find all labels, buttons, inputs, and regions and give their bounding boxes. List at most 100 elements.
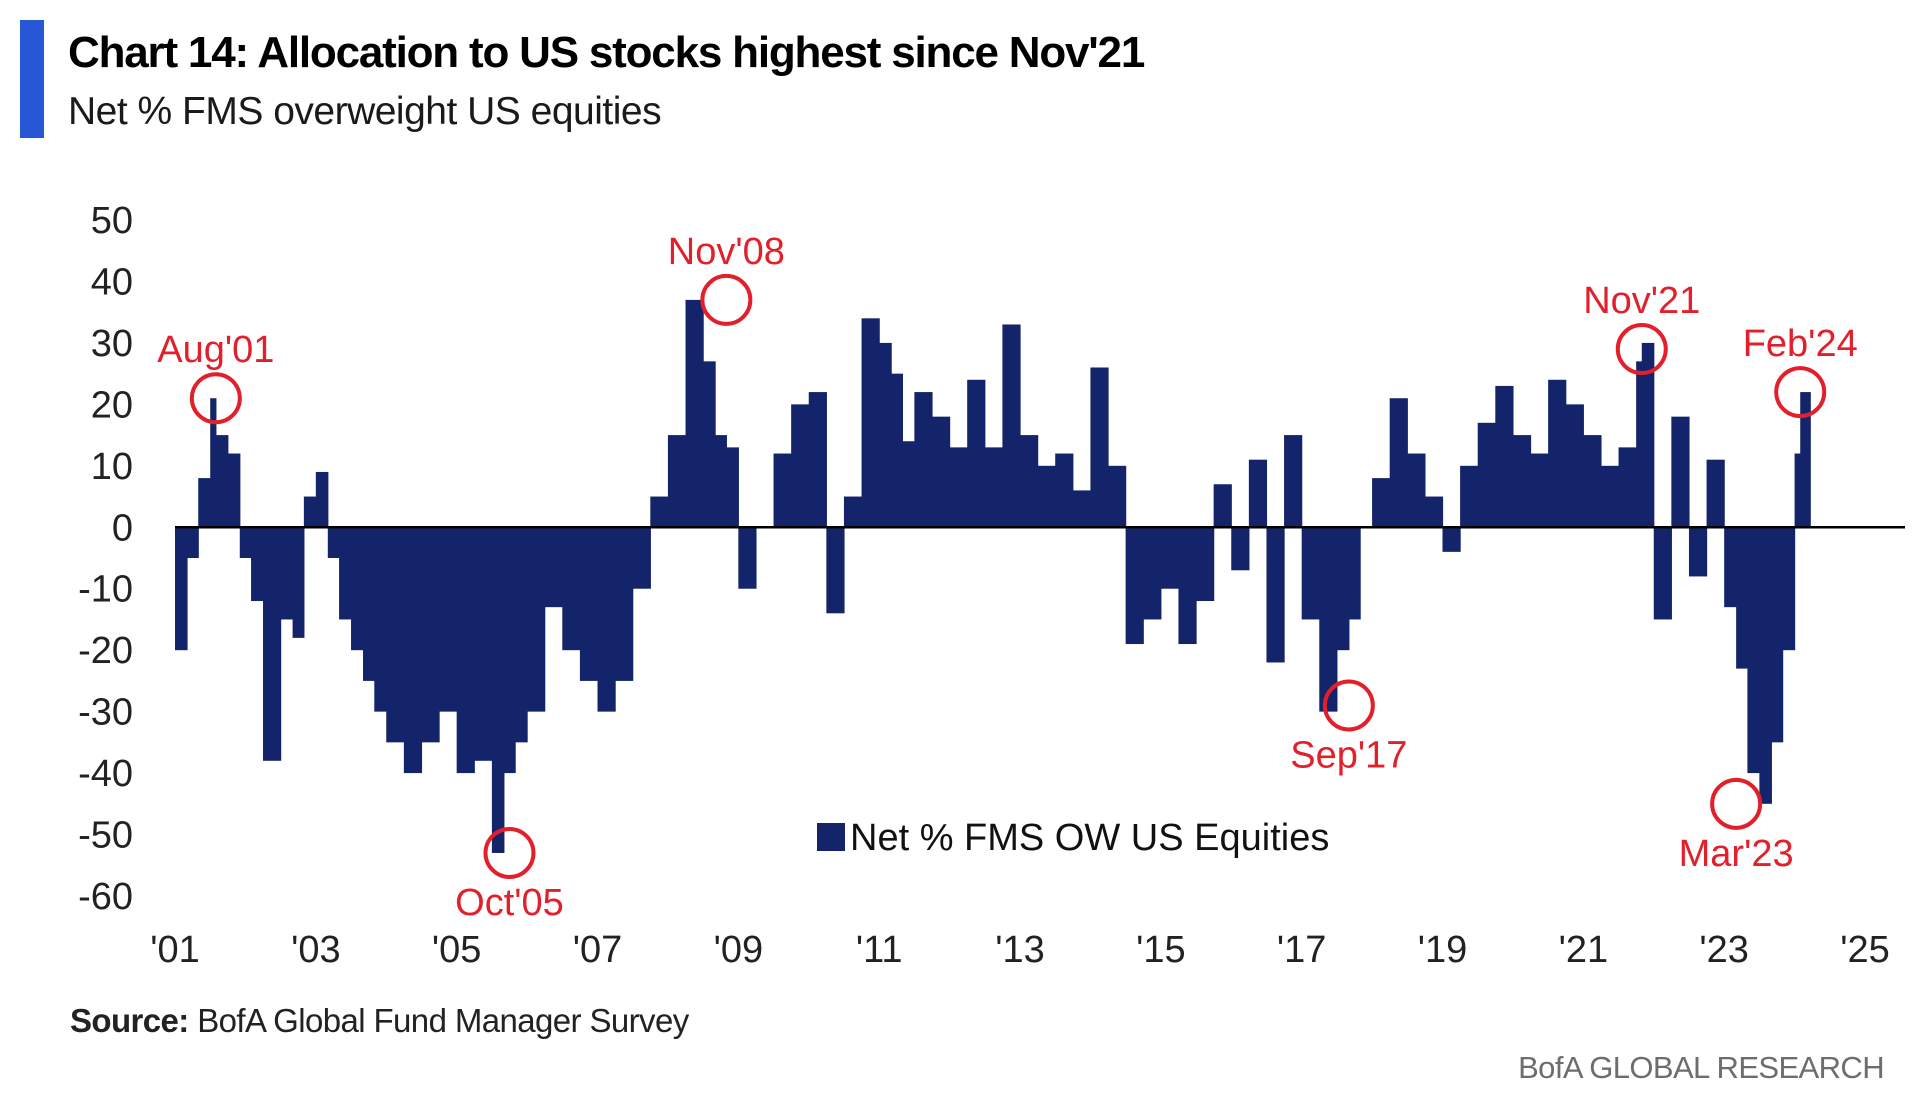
annotation-circle xyxy=(1322,679,1375,732)
bar xyxy=(1618,447,1637,528)
bar xyxy=(1055,453,1074,528)
bar xyxy=(351,527,364,651)
bar xyxy=(198,478,211,528)
bar xyxy=(503,527,516,774)
source-note: Source: BofA Global Fund Manager Survey xyxy=(70,1002,689,1040)
annotation-label: Nov'08 xyxy=(668,231,785,273)
bar xyxy=(1706,459,1725,528)
chart-title: Chart 14: Allocation to US stocks highes… xyxy=(68,28,1145,77)
annotation-label: Sep'17 xyxy=(1290,734,1407,776)
bar xyxy=(292,527,305,638)
bar xyxy=(667,435,687,528)
bar xyxy=(1747,527,1760,774)
bar xyxy=(931,416,951,528)
x-tick-label: '15 xyxy=(1136,929,1186,971)
bar xyxy=(1653,527,1672,620)
bar xyxy=(251,527,264,602)
bar xyxy=(403,527,423,774)
bar xyxy=(685,299,704,528)
bar xyxy=(1600,465,1620,528)
bar xyxy=(186,527,199,558)
bar xyxy=(726,447,739,528)
bar xyxy=(421,527,440,743)
bar xyxy=(1641,342,1655,528)
bar xyxy=(1020,435,1039,528)
legend: Net % FMS OW US Equities xyxy=(817,817,1329,859)
x-tick-label: '09 xyxy=(714,929,764,971)
bar xyxy=(1284,435,1303,528)
bar xyxy=(1348,527,1361,620)
bar-series xyxy=(175,299,1811,853)
bar xyxy=(597,527,616,712)
y-tick-label: 40 xyxy=(91,261,133,303)
bar xyxy=(1090,367,1109,528)
bar xyxy=(280,527,294,620)
bar xyxy=(1143,527,1162,620)
bar xyxy=(1495,385,1514,528)
bar xyxy=(579,527,599,681)
peak-annotations: Aug'01 Oct'05 Nov'08 Sep'17 Nov'21 Mar'23 Feb'… xyxy=(157,231,1857,924)
bar xyxy=(1548,379,1567,528)
x-axis-ticks: '01 '03 '05 '07 '09 '11 '13 '15 '17 '19 '21 '23 '25 xyxy=(150,929,1890,971)
bar xyxy=(615,527,634,681)
bar xyxy=(363,527,375,681)
bar xyxy=(826,527,845,614)
bar xyxy=(1565,404,1584,528)
y-tick-label: -60 xyxy=(78,876,133,918)
y-tick-label: -10 xyxy=(78,569,133,611)
bar xyxy=(891,373,904,528)
bar xyxy=(1231,527,1250,571)
bar xyxy=(1125,527,1144,645)
annotation-circle xyxy=(1774,366,1827,419)
x-tick-label: '07 xyxy=(573,929,623,971)
bar xyxy=(1248,459,1268,528)
x-tick-label: '19 xyxy=(1418,929,1468,971)
x-tick-label: '23 xyxy=(1699,929,1749,971)
annotation-label: Mar'23 xyxy=(1679,833,1794,875)
bar xyxy=(949,447,968,528)
bar xyxy=(1771,527,1784,743)
bar xyxy=(1759,527,1772,804)
bar xyxy=(1336,527,1350,651)
bar xyxy=(1688,527,1708,577)
y-tick-label: 30 xyxy=(91,323,133,365)
chart-subtitle: Net % FMS overweight US equities xyxy=(68,90,662,133)
bar xyxy=(544,527,563,608)
y-tick-label: -50 xyxy=(78,815,133,857)
bar xyxy=(1583,435,1602,528)
bar xyxy=(791,404,810,528)
bar xyxy=(808,392,827,528)
bar xyxy=(773,453,792,528)
bar xyxy=(703,361,716,528)
bar xyxy=(215,435,229,528)
annotation-circle xyxy=(189,372,242,425)
bar xyxy=(1736,527,1749,669)
bar xyxy=(1442,527,1461,552)
bar xyxy=(1477,422,1496,528)
bar xyxy=(1671,416,1690,528)
bar xyxy=(1460,465,1479,528)
bar xyxy=(1072,490,1092,528)
bar xyxy=(374,527,387,712)
bar xyxy=(263,527,282,761)
x-tick-label: '11 xyxy=(856,929,903,971)
bar xyxy=(1160,527,1180,589)
y-tick-label: 20 xyxy=(91,384,133,426)
y-tick-label: 0 xyxy=(112,507,133,549)
bar xyxy=(1389,398,1408,528)
bar xyxy=(861,318,880,528)
bar xyxy=(967,379,986,528)
bar xyxy=(715,435,727,528)
bar xyxy=(227,453,241,528)
bar xyxy=(1213,484,1232,528)
bar xyxy=(491,527,505,853)
brand-footer: BofA GLOBAL RESEARCH xyxy=(1518,1050,1884,1085)
bar xyxy=(984,447,1003,528)
bar xyxy=(515,527,528,743)
bar xyxy=(738,527,757,589)
bar xyxy=(439,527,458,712)
x-tick-label: '03 xyxy=(291,929,341,971)
source-label: Source: xyxy=(70,1002,189,1039)
y-tick-label: -30 xyxy=(78,692,133,734)
